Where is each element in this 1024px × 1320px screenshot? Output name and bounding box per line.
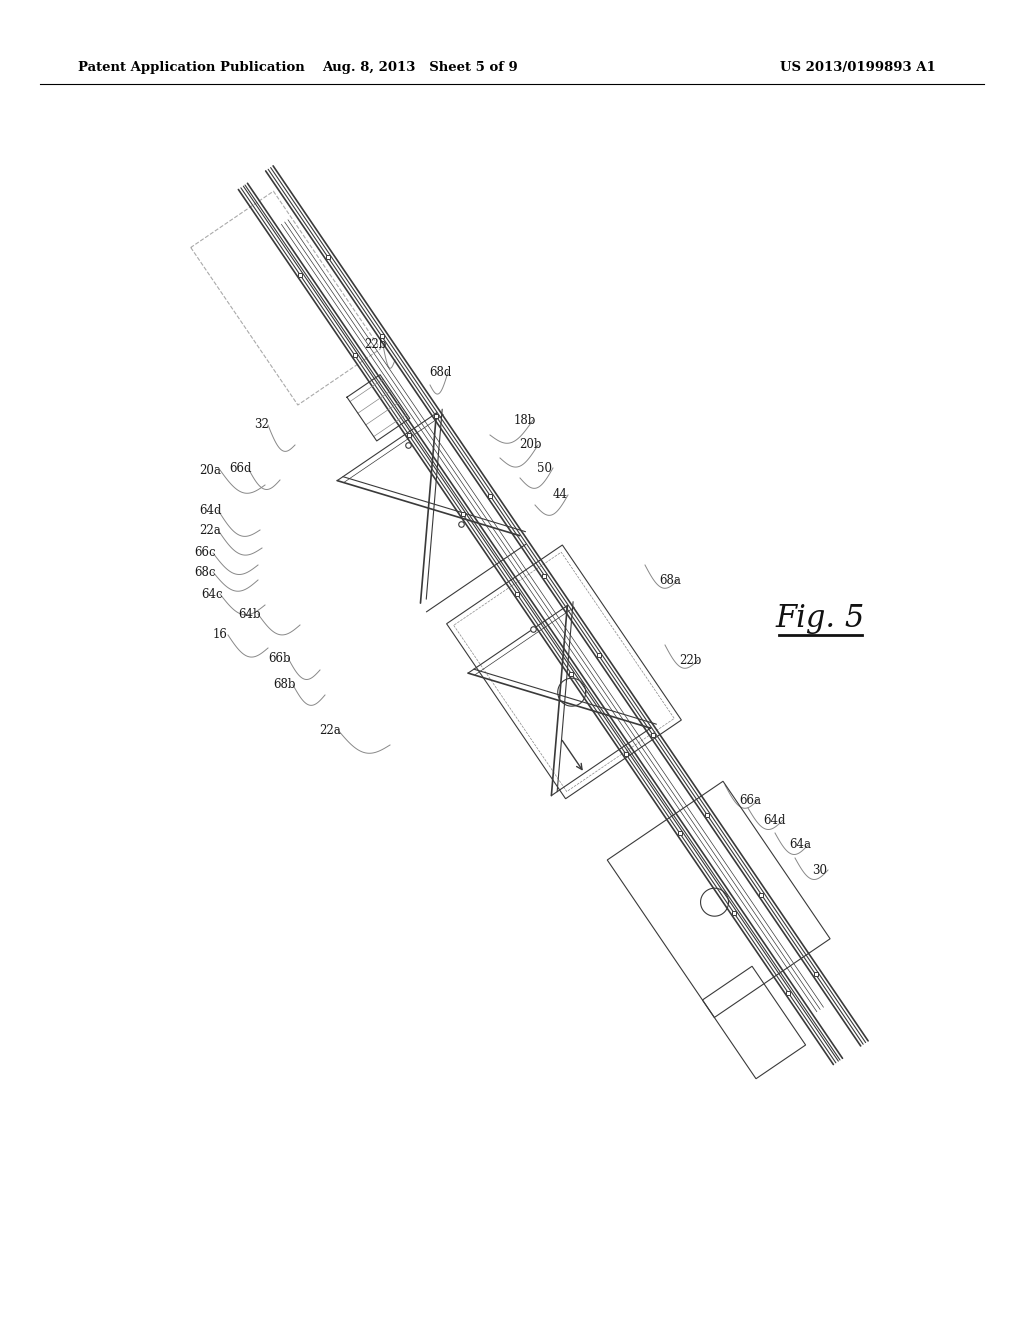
Text: Aug. 8, 2013   Sheet 5 of 9: Aug. 8, 2013 Sheet 5 of 9 bbox=[323, 62, 518, 74]
Text: 22a: 22a bbox=[319, 723, 341, 737]
Text: 68a: 68a bbox=[659, 573, 681, 586]
Text: 22b: 22b bbox=[364, 338, 386, 351]
Text: US 2013/0199893 A1: US 2013/0199893 A1 bbox=[780, 62, 936, 74]
Text: 30: 30 bbox=[812, 863, 827, 876]
Text: 64c: 64c bbox=[201, 587, 223, 601]
Text: 66c: 66c bbox=[195, 546, 216, 560]
Text: 64a: 64a bbox=[790, 838, 811, 851]
Text: 32: 32 bbox=[255, 418, 269, 432]
Text: 16: 16 bbox=[213, 628, 227, 642]
Text: 68c: 68c bbox=[195, 565, 216, 578]
Text: 22b: 22b bbox=[679, 653, 701, 667]
Text: 64b: 64b bbox=[239, 607, 261, 620]
Text: 64d: 64d bbox=[199, 503, 221, 516]
Text: Patent Application Publication: Patent Application Publication bbox=[78, 62, 305, 74]
Text: Fig. 5: Fig. 5 bbox=[775, 602, 864, 634]
Text: 66b: 66b bbox=[268, 652, 291, 664]
Text: 66d: 66d bbox=[228, 462, 251, 474]
Text: 50: 50 bbox=[538, 462, 553, 474]
Text: 22a: 22a bbox=[199, 524, 221, 536]
Text: 64d: 64d bbox=[764, 813, 786, 826]
Text: 20a: 20a bbox=[199, 463, 221, 477]
Text: 44: 44 bbox=[553, 488, 567, 502]
Text: 18b: 18b bbox=[514, 413, 537, 426]
Text: 68b: 68b bbox=[273, 678, 296, 692]
Text: 66a: 66a bbox=[739, 793, 761, 807]
Text: 20b: 20b bbox=[519, 438, 542, 451]
Text: 68d: 68d bbox=[429, 366, 452, 379]
